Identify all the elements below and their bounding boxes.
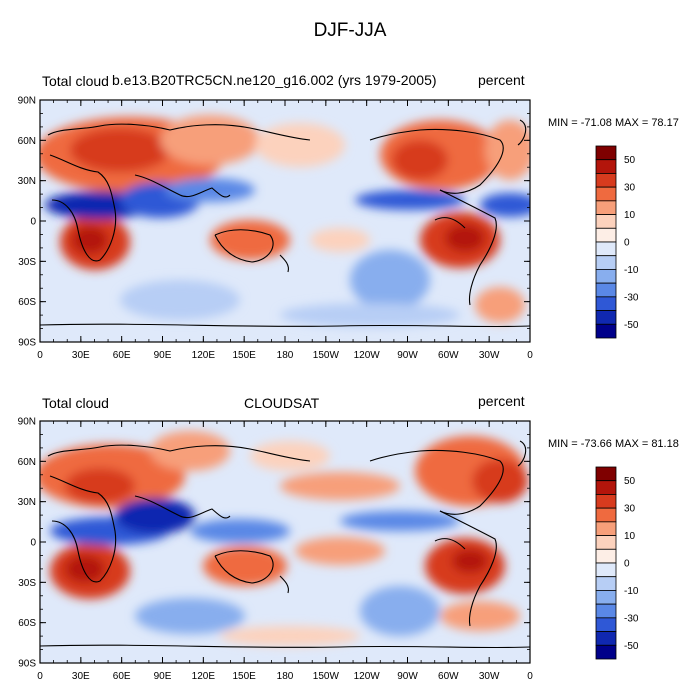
colorbar-label: 10 — [624, 210, 636, 221]
colorbar-label: 10 — [624, 531, 636, 542]
lat-tick-label: 90S — [18, 338, 36, 349]
lon-tick-label: 30E — [72, 350, 90, 361]
lon-tick-label: 0 — [527, 350, 533, 361]
lat-tick-label: 0 — [30, 538, 36, 549]
lon-tick-label: 180 — [277, 350, 294, 361]
colorbar-box — [595, 521, 617, 536]
lon-tick-label: 180 — [277, 671, 294, 682]
colorbar-box — [595, 241, 617, 257]
panel1-min-max: MIN = -71.08 MAX = 78.17 — [548, 117, 679, 129]
lat-tick-label: 60N — [18, 457, 36, 468]
lon-tick-label: 150E — [232, 350, 256, 361]
lon-tick-label: 120E — [192, 350, 216, 361]
colorbar-label: -50 — [624, 641, 639, 652]
colorbar-box — [595, 186, 617, 202]
colorbar-label: 30 — [624, 183, 636, 194]
panel1-units-label: percent — [478, 72, 525, 88]
colorbar-label: -10 — [624, 265, 639, 276]
lon-tick-label: 150W — [313, 671, 340, 682]
colorbar-box — [595, 644, 617, 660]
colorbar-label: 0 — [624, 559, 630, 570]
colorbar-box — [595, 200, 617, 215]
lat-tick-label: 0 — [30, 217, 36, 228]
colorbar-label: -10 — [624, 586, 639, 597]
colorbar-box — [595, 173, 617, 188]
colorbar-label: 30 — [624, 504, 636, 515]
lat-tick-label: 60S — [18, 297, 36, 308]
lon-tick-label: 120E — [192, 671, 216, 682]
lon-tick-label: 90E — [154, 671, 172, 682]
panel2-case-label: CLOUDSAT — [244, 395, 320, 411]
colorbar-box — [595, 269, 617, 284]
panel1-map — [39, 99, 531, 343]
colorbar-box — [595, 214, 617, 229]
lon-tick-label: 0 — [37, 671, 43, 682]
lon-tick-label: 30E — [72, 671, 90, 682]
lon-tick-label: 90W — [397, 350, 418, 361]
lat-tick-label: 60S — [18, 618, 36, 629]
colorbar-label: 50 — [624, 155, 636, 166]
lat-tick-label: 60N — [18, 136, 36, 147]
lon-tick-label: 0 — [37, 350, 43, 361]
panel2-units-label: percent — [478, 393, 525, 409]
colorbar-box — [595, 507, 617, 523]
lon-tick-label: 30W — [479, 671, 500, 682]
colorbar-box — [595, 548, 617, 564]
colorbar-box — [595, 494, 617, 509]
lon-tick-label: 30W — [479, 350, 500, 361]
panel2-map — [39, 420, 531, 664]
panel2-variable-label: Total cloud — [42, 395, 109, 411]
colorbar-box — [595, 227, 617, 243]
panel1-variable-label: Total cloud — [42, 73, 109, 89]
panel1-colorbar: 50 30 10 0 -10 -30 -50 — [595, 145, 639, 339]
colorbar-label: -30 — [624, 613, 639, 624]
colorbar-box — [595, 145, 617, 161]
colorbar-box — [595, 631, 617, 646]
lon-tick-label: 120W — [354, 350, 381, 361]
lon-tick-label: 150E — [232, 671, 256, 682]
colorbar-box — [595, 603, 617, 619]
colorbar-box — [595, 159, 617, 174]
lon-tick-label: 90W — [397, 671, 418, 682]
colorbar-box — [595, 310, 617, 325]
colorbar-box — [595, 296, 617, 311]
lon-tick-label: 90E — [154, 350, 172, 361]
lat-tick-label: 30S — [18, 257, 36, 268]
colorbar-box — [595, 590, 617, 605]
lon-tick-label: 60E — [113, 350, 131, 361]
colorbar-label: -50 — [624, 320, 639, 331]
lat-tick-label: 90S — [18, 659, 36, 670]
colorbar-label: 0 — [624, 238, 630, 249]
lon-tick-label: 60W — [438, 671, 459, 682]
panel1-case-label: b.e13.B20TRC5CN.ne120_g16.002 (yrs 1979-… — [112, 72, 437, 88]
lon-tick-label: 60E — [113, 671, 131, 682]
colorbar-box — [595, 562, 617, 578]
lat-tick-label: 30S — [18, 578, 36, 589]
colorbar-box — [595, 323, 617, 339]
lon-tick-label: 60W — [438, 350, 459, 361]
lon-tick-label: 150W — [313, 350, 340, 361]
colorbar-box — [595, 282, 617, 298]
panel2-min-max: MIN = -73.66 MAX = 81.18 — [548, 438, 679, 450]
colorbar-box — [595, 480, 617, 495]
lon-tick-label: 120W — [354, 671, 381, 682]
colorbar-box — [595, 535, 617, 550]
colorbar-label: 50 — [624, 476, 636, 487]
colorbar-box — [595, 255, 617, 270]
colorbar-box — [595, 617, 617, 632]
lat-tick-label: 30N — [18, 497, 36, 508]
colorbar-box — [595, 466, 617, 482]
lat-tick-label: 90N — [18, 96, 36, 107]
lat-tick-label: 90N — [18, 417, 36, 428]
lat-tick-label: 30N — [18, 176, 36, 187]
colorbar-box — [595, 576, 617, 591]
colorbar-label: -30 — [624, 292, 639, 303]
lon-tick-label: 0 — [527, 671, 533, 682]
panel2-colorbar: 50 30 10 0 -10 -30 -50 — [595, 466, 639, 660]
figure-title: DJF-JJA — [313, 20, 387, 41]
